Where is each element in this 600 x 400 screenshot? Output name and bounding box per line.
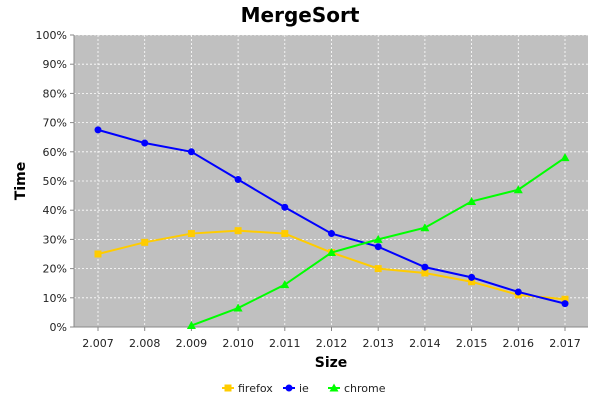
grid bbox=[74, 34, 588, 328]
legend-marker-firefox bbox=[224, 384, 232, 392]
data-point-ie bbox=[281, 203, 289, 211]
data-point-ie bbox=[468, 273, 476, 281]
legend-item-chrome: chrome bbox=[328, 382, 386, 395]
data-point-firefox bbox=[94, 250, 102, 258]
data-point-firefox bbox=[421, 269, 429, 277]
data-point-chrome bbox=[373, 234, 383, 243]
y-tick-label: 60% bbox=[43, 146, 67, 159]
data-point-ie bbox=[421, 263, 429, 271]
legend-label-ie: ie bbox=[299, 382, 309, 395]
data-point-chrome bbox=[420, 223, 430, 232]
data-point-firefox bbox=[234, 227, 242, 235]
data-point-chrome bbox=[233, 303, 243, 312]
data-point-ie bbox=[328, 230, 335, 238]
legend: firefox ie chrome bbox=[222, 382, 386, 395]
data-point-firefox bbox=[561, 295, 569, 303]
x-tick-label: 2.015 bbox=[456, 337, 488, 350]
chart-title: MergeSort bbox=[241, 3, 360, 27]
x-tick-label: 2.009 bbox=[176, 337, 208, 350]
series-chrome bbox=[186, 153, 570, 330]
x-tick-label: 2.012 bbox=[316, 337, 348, 350]
x-axis-label: Size bbox=[315, 355, 348, 371]
series-layer bbox=[94, 126, 570, 330]
data-point-ie bbox=[187, 148, 195, 156]
data-point-chrome bbox=[280, 280, 290, 289]
y-tick-label: 70% bbox=[43, 117, 67, 130]
legend-marker-ie bbox=[285, 384, 293, 392]
y-tick-label: 40% bbox=[43, 204, 67, 217]
data-point-ie bbox=[141, 139, 149, 147]
data-point-firefox bbox=[187, 230, 195, 238]
data-point-ie bbox=[234, 176, 242, 184]
data-point-chrome bbox=[327, 248, 336, 257]
y-tick-label: 20% bbox=[43, 263, 67, 276]
legend-label-firefox: firefox bbox=[238, 382, 273, 395]
data-point-ie bbox=[94, 126, 102, 134]
legend-marker-chrome bbox=[329, 383, 339, 392]
data-point-chrome bbox=[513, 185, 523, 194]
legend-item-ie: ie bbox=[283, 382, 309, 395]
data-point-chrome bbox=[560, 153, 570, 162]
series-ie bbox=[94, 126, 569, 308]
x-tick-label: 2.013 bbox=[362, 337, 394, 350]
x-tick-label: 2.008 bbox=[129, 337, 161, 350]
y-tick-label: 100% bbox=[36, 29, 67, 42]
y-tick-label: 80% bbox=[43, 87, 67, 100]
x-tick-label: 2.007 bbox=[82, 337, 114, 350]
data-point-chrome bbox=[467, 196, 477, 205]
data-point-chrome bbox=[186, 321, 196, 330]
legend-item-firefox: firefox bbox=[222, 382, 273, 395]
x-tick-label: 2.017 bbox=[549, 337, 581, 350]
x-tick-label: 2.016 bbox=[503, 337, 535, 350]
data-point-firefox bbox=[374, 265, 382, 273]
y-tick-label: 50% bbox=[43, 175, 67, 188]
x-tick-label: 2.010 bbox=[222, 337, 254, 350]
y-tick-label: 90% bbox=[43, 58, 67, 71]
legend-label-chrome: chrome bbox=[344, 382, 386, 395]
data-point-ie bbox=[561, 300, 569, 308]
x-tick-label: 2.011 bbox=[269, 337, 301, 350]
data-point-firefox bbox=[281, 230, 289, 238]
data-point-ie bbox=[374, 243, 382, 251]
data-point-firefox bbox=[141, 238, 149, 246]
data-point-ie bbox=[514, 288, 522, 296]
y-tick-label: 30% bbox=[43, 233, 67, 246]
data-point-firefox bbox=[468, 278, 476, 286]
axes: 0% 10% 20% 30% 40% 50% 60% 70% 80% 90% 100% 2.007 2.… bbox=[36, 29, 588, 350]
x-tick-label: 2.014 bbox=[409, 337, 441, 350]
y-axis-label: Time bbox=[13, 162, 29, 200]
y-tick-label: 0% bbox=[50, 321, 67, 334]
y-tick-label: 10% bbox=[43, 292, 67, 305]
